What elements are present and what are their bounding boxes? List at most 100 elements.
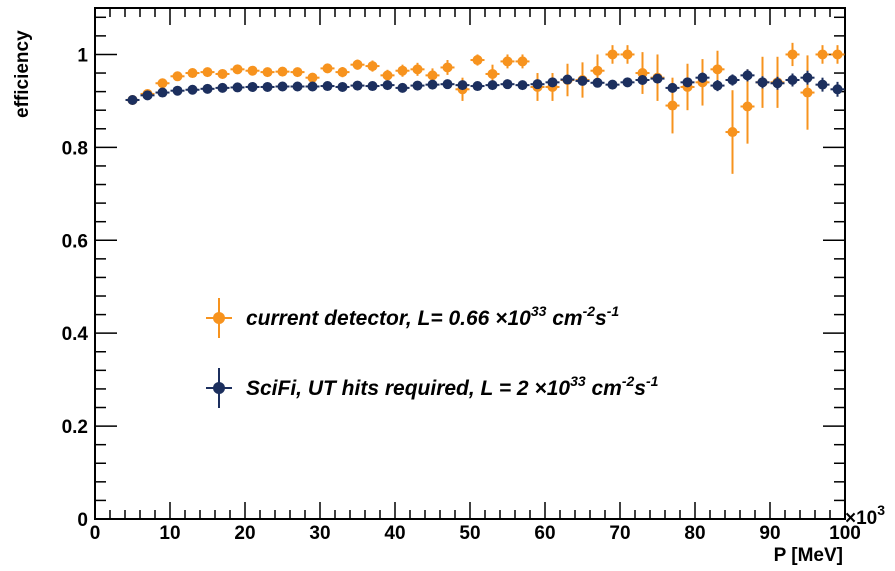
data-point [502,79,513,90]
x-tick-label: 80 [684,523,705,544]
data-point [217,68,228,79]
data-point [667,82,678,93]
data-point [532,79,543,90]
data-point [352,59,363,70]
series-0 [125,42,845,174]
data-point [187,84,198,95]
data-point [712,64,723,75]
data-point [322,81,333,92]
data-point [457,80,468,91]
data-point [127,94,138,105]
x-tick-label: 90 [759,523,780,544]
data-point [367,61,378,72]
y-axis-title: efficiency [12,30,33,118]
data-point [397,82,408,93]
legend-marker [213,382,225,394]
data-point [517,80,528,91]
data-point [787,49,798,60]
data-point [247,65,258,76]
x-tick-label: 20 [234,523,255,544]
data-point [787,75,798,86]
data-point [592,65,603,76]
x-tick-label: 10 [159,523,180,544]
data-point [382,70,393,81]
data-point [817,79,828,90]
data-point [622,77,633,88]
data-point [217,82,228,93]
data-point [727,127,738,138]
data-point [562,74,573,85]
data-point [442,79,453,90]
data-point [262,67,273,78]
data-point [592,77,603,88]
legend-superscript: -2 [622,373,635,389]
legend-superscript: -2 [583,303,596,319]
data-point [667,100,678,111]
legend-label: current detector, L= 0.66 ×1033 cm-2s-1 [246,303,619,330]
axis-labels: efficiency P [MeV] ×103 [12,30,885,566]
x-axis-title: P [MeV] [774,545,843,566]
x-axis-multiplier: ×103 [845,502,885,529]
data-point [832,49,843,60]
data-point [817,49,828,60]
y-tick-label: 1 [77,45,88,66]
x-axis-multiplier-exponent: 3 [877,502,885,518]
data-point [637,68,648,79]
legend-superscript: -1 [646,373,659,389]
data-point [472,55,483,66]
legend-superscript: -1 [607,303,620,319]
data-point [547,77,558,88]
legend-text-part: cm [586,377,622,400]
x-tick-label: 50 [459,523,480,544]
legend: current detector, L= 0.66 ×1033 cm-2s-1 S… [206,298,659,408]
data-point [727,75,738,86]
data-point [427,79,438,90]
data-point [802,72,813,83]
data-point [292,67,303,78]
data-point [412,80,423,91]
data-point [277,81,288,92]
data-point [277,66,288,77]
series-1 [125,69,845,105]
legend-superscript: 33 [570,373,586,389]
data-point [337,81,348,92]
axis-ticks: 0 10 20 30 40 50 60 70 80 90 100 0 0.2 0.4 0.6 0.8 1 [62,8,861,544]
data-point [157,87,168,98]
x-tick-label: 100 [829,523,861,544]
data-point [832,84,843,95]
data-point [427,70,438,81]
y-tick-label: 0.6 [62,231,88,252]
data-point [202,83,213,94]
y-tick-label: 0.2 [62,417,88,438]
data-point [772,78,783,89]
data-point [637,75,648,86]
data-point [742,101,753,112]
data-point [652,73,663,84]
legend-text-part: s [634,377,646,400]
data-point [307,72,318,83]
data-point [202,67,213,78]
legend-text-part: SciFi, UT hits required, L = 2 ×10 [246,377,570,400]
data-point [442,62,453,73]
legend-superscript: 33 [531,303,547,319]
data-points [125,42,845,174]
data-point [322,63,333,74]
data-point [607,49,618,60]
data-point [382,80,393,91]
data-point [157,78,168,89]
x-tick-label: 70 [609,523,630,544]
data-point [232,64,243,75]
data-point [397,65,408,76]
legend-entry-0: current detector, L= 0.66 ×1033 cm-2s-1 [206,298,619,338]
data-point [232,82,243,93]
data-point [472,81,483,92]
data-point [487,80,498,91]
data-point [172,71,183,82]
x-axis-multiplier-base: ×10 [845,508,877,529]
data-point [502,56,513,67]
data-point [682,77,693,88]
data-point [802,87,813,98]
x-tick-label: 30 [309,523,330,544]
data-point [412,64,423,75]
